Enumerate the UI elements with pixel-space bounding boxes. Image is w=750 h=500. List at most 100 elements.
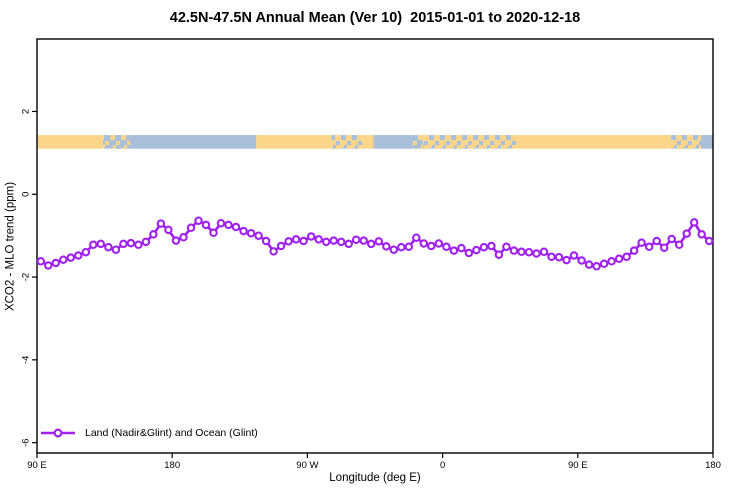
- data-point: [644, 242, 654, 252]
- data-point: [141, 237, 151, 247]
- data-point: [224, 220, 233, 230]
- data-point: [554, 252, 564, 262]
- data-point: [704, 236, 714, 246]
- y-tick-label: -4: [21, 356, 32, 364]
- data-point: [434, 239, 444, 248]
- data-point: [562, 255, 571, 265]
- data-point: [231, 222, 241, 232]
- data-point: [442, 242, 451, 252]
- data-point: [494, 250, 504, 259]
- data-point: [314, 235, 323, 244]
- data-point: [599, 259, 609, 269]
- data-point: [351, 235, 361, 245]
- data-point: [291, 235, 301, 244]
- data-point: [239, 226, 248, 236]
- land-ocean-band-segment: [516, 135, 671, 149]
- data-point: [577, 256, 586, 265]
- data-point: [607, 257, 616, 266]
- data-point: [36, 257, 46, 266]
- x-axis-label: Longitude (deg E): [329, 472, 421, 484]
- data-point: [186, 223, 196, 233]
- y-tick-label: 0: [21, 192, 32, 197]
- data-point: [682, 229, 691, 238]
- data-point: [659, 243, 669, 252]
- data-point: [59, 255, 68, 264]
- data-point: [464, 248, 474, 258]
- data-point: [111, 245, 121, 254]
- data-point: [276, 241, 286, 251]
- data-point: [321, 237, 331, 247]
- plot-box: [36, 38, 714, 454]
- data-point: [487, 241, 496, 251]
- data-point: [96, 239, 106, 249]
- x-tick-label: 90 E: [568, 460, 588, 471]
- data-point: [216, 218, 226, 228]
- data-point: [502, 242, 511, 252]
- x-tick-label: 90 E: [27, 460, 47, 471]
- data-point: [427, 241, 436, 251]
- data-point: [457, 243, 466, 253]
- data-point: [674, 240, 684, 250]
- data-point: [532, 249, 541, 258]
- data-point: [382, 242, 391, 251]
- land-ocean-band-segment: [256, 135, 332, 149]
- data-point: [366, 239, 376, 249]
- data-point: [397, 242, 406, 252]
- data-point: [336, 237, 346, 247]
- land-ocean-band-segment: [37, 135, 104, 149]
- data-point: [517, 247, 526, 257]
- data-point: [74, 251, 83, 260]
- legend-label: Land (Nadir&Glint) and Ocean (Glint): [85, 427, 258, 439]
- data-point: [389, 245, 399, 254]
- land-ocean-band-segment: [412, 135, 424, 149]
- data-point: [592, 262, 601, 271]
- data-point: [697, 230, 706, 239]
- data-point: [209, 228, 218, 238]
- data-point: [284, 237, 293, 246]
- data-point: [329, 236, 338, 245]
- y-tick-label: -6: [21, 438, 32, 446]
- data-point: [171, 236, 181, 245]
- data-point: [44, 261, 53, 270]
- data-point: [629, 246, 639, 255]
- x-tick-label: 90 W: [296, 460, 318, 471]
- x-tick-label: 180: [164, 460, 180, 471]
- data-point: [637, 238, 646, 247]
- data-point: [539, 247, 549, 257]
- data-point: [569, 251, 579, 260]
- x-tick-label: 180: [705, 460, 721, 471]
- data-point: [524, 247, 534, 257]
- data-point: [449, 246, 459, 255]
- data-point: [179, 233, 188, 242]
- land-ocean-band-segment: [331, 135, 363, 149]
- data-point: [51, 258, 61, 268]
- data-point: [89, 240, 98, 250]
- data-point: [104, 242, 113, 252]
- data-point: [667, 234, 676, 244]
- data-point: [404, 242, 414, 252]
- data-point: [689, 218, 699, 227]
- data-point: [652, 236, 661, 246]
- data-point: [201, 220, 211, 230]
- land-ocean-band-segment: [362, 135, 374, 149]
- data-point: [306, 232, 316, 241]
- data-point: [81, 247, 91, 257]
- data-point: [622, 252, 631, 262]
- data-point: [246, 228, 256, 238]
- data-point: [547, 252, 556, 262]
- data-point: [134, 240, 143, 250]
- land-ocean-band-segment: [103, 135, 131, 149]
- data-point: [156, 219, 166, 228]
- x-tick-label: 0: [440, 460, 445, 471]
- data-point: [344, 239, 353, 249]
- data-point: [419, 239, 429, 248]
- data-point: [299, 236, 308, 246]
- land-ocean-band-segment: [423, 135, 517, 149]
- data-point: [359, 236, 368, 245]
- data-point: [412, 233, 421, 242]
- chart-title: 42.5N-47.5N Annual Mean (Ver 10) 2015-01…: [169, 10, 581, 26]
- land-ocean-band-segment: [670, 135, 701, 149]
- data-point: [126, 238, 136, 248]
